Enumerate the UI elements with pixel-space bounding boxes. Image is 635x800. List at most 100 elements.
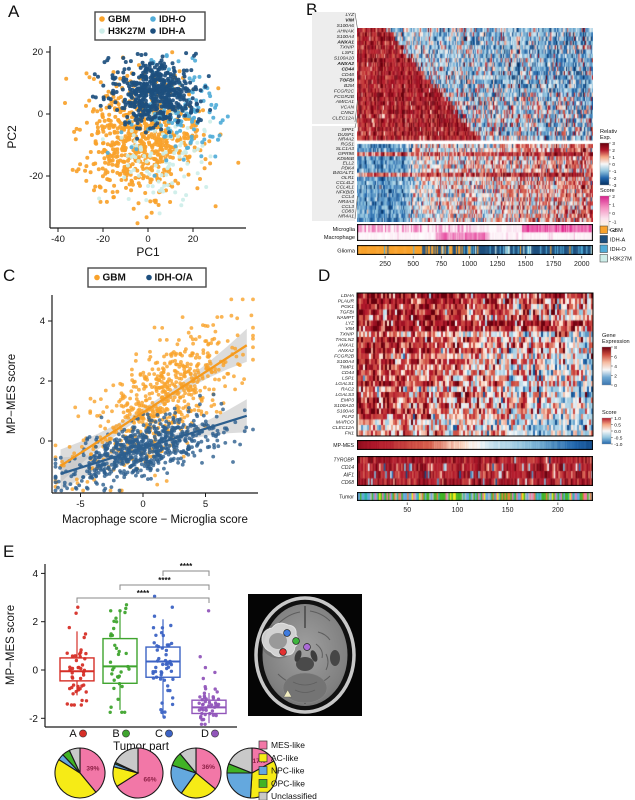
data-point bbox=[143, 130, 148, 135]
data-point bbox=[143, 443, 148, 448]
jitter-point bbox=[199, 714, 203, 719]
jitter-point bbox=[165, 666, 169, 671]
data-point bbox=[143, 74, 148, 79]
data-point bbox=[165, 471, 170, 475]
data-point bbox=[170, 428, 175, 433]
jitter-point bbox=[202, 694, 207, 698]
data-point bbox=[148, 426, 152, 430]
data-point bbox=[188, 135, 193, 140]
data-point bbox=[138, 138, 143, 143]
data-point bbox=[133, 100, 138, 105]
data-point bbox=[126, 428, 131, 433]
gene-label: TXNIP bbox=[340, 45, 355, 51]
data-point bbox=[183, 149, 188, 154]
data-point bbox=[111, 383, 116, 388]
data-point bbox=[192, 136, 197, 141]
data-point bbox=[147, 108, 152, 113]
data-point bbox=[105, 177, 110, 182]
data-point bbox=[124, 185, 128, 190]
data-point bbox=[140, 85, 145, 90]
data-point bbox=[163, 82, 168, 87]
data-point bbox=[170, 77, 175, 82]
data-point bbox=[139, 458, 144, 462]
data-point bbox=[155, 121, 160, 126]
data-point bbox=[110, 73, 115, 78]
data-point bbox=[178, 150, 183, 155]
data-point bbox=[178, 362, 182, 367]
jitter-point bbox=[110, 672, 114, 676]
data-point bbox=[105, 150, 110, 155]
data-point bbox=[137, 446, 141, 451]
legend-label: IDH-A bbox=[159, 26, 186, 37]
jitter-point bbox=[155, 644, 159, 648]
data-point bbox=[180, 384, 185, 389]
data-point bbox=[195, 380, 200, 384]
data-point bbox=[213, 329, 218, 334]
data-point bbox=[130, 429, 135, 434]
data-point bbox=[193, 387, 198, 391]
data-point bbox=[191, 351, 195, 356]
data-point bbox=[80, 450, 85, 455]
data-point bbox=[90, 109, 95, 114]
data-point bbox=[160, 132, 165, 137]
data-point bbox=[158, 147, 163, 152]
data-point bbox=[107, 472, 112, 476]
x-axis-title: PC1 bbox=[136, 245, 160, 259]
data-point bbox=[89, 452, 93, 457]
data-point bbox=[141, 382, 146, 387]
data-point bbox=[172, 395, 177, 400]
data-point bbox=[121, 404, 126, 409]
data-point bbox=[152, 434, 157, 439]
data-point bbox=[186, 145, 191, 150]
data-point bbox=[153, 118, 158, 123]
data-point bbox=[175, 95, 180, 100]
data-point bbox=[87, 471, 92, 476]
data-point bbox=[166, 387, 170, 391]
data-point bbox=[211, 454, 216, 459]
data-point bbox=[183, 374, 187, 379]
data-point bbox=[116, 161, 120, 166]
data-point bbox=[163, 98, 168, 103]
data-point bbox=[143, 93, 148, 98]
data-point bbox=[153, 107, 158, 112]
data-point bbox=[175, 118, 179, 123]
data-point bbox=[122, 452, 127, 457]
data-point bbox=[132, 105, 137, 109]
jitter-point bbox=[200, 711, 204, 716]
data-point bbox=[125, 459, 130, 464]
data-point bbox=[101, 461, 106, 466]
data-point bbox=[137, 93, 142, 98]
jitter-point bbox=[206, 609, 211, 613]
data-point bbox=[154, 413, 159, 417]
data-point bbox=[158, 95, 163, 100]
data-point bbox=[165, 87, 170, 92]
data-point bbox=[142, 464, 147, 468]
data-point bbox=[168, 92, 173, 96]
data-point bbox=[171, 398, 176, 403]
data-point bbox=[158, 443, 163, 448]
data-point bbox=[138, 86, 143, 91]
data-point bbox=[128, 130, 133, 134]
data-point bbox=[189, 125, 194, 130]
data-point bbox=[139, 453, 144, 458]
data-point bbox=[178, 372, 183, 377]
data-point bbox=[173, 353, 178, 357]
data-point bbox=[164, 97, 168, 102]
data-point bbox=[169, 430, 174, 435]
data-point bbox=[145, 129, 150, 134]
data-point bbox=[166, 76, 170, 81]
data-point bbox=[116, 447, 121, 452]
data-point bbox=[124, 436, 128, 441]
data-point bbox=[150, 74, 155, 79]
data-point bbox=[157, 457, 162, 462]
data-point bbox=[164, 434, 169, 439]
data-point bbox=[126, 442, 130, 446]
data-point bbox=[72, 129, 77, 134]
data-point bbox=[165, 71, 170, 76]
data-point bbox=[171, 107, 176, 112]
data-point bbox=[204, 365, 209, 370]
data-point bbox=[149, 110, 154, 115]
data-point bbox=[165, 136, 170, 141]
data-point bbox=[147, 172, 152, 177]
data-point bbox=[161, 445, 166, 450]
